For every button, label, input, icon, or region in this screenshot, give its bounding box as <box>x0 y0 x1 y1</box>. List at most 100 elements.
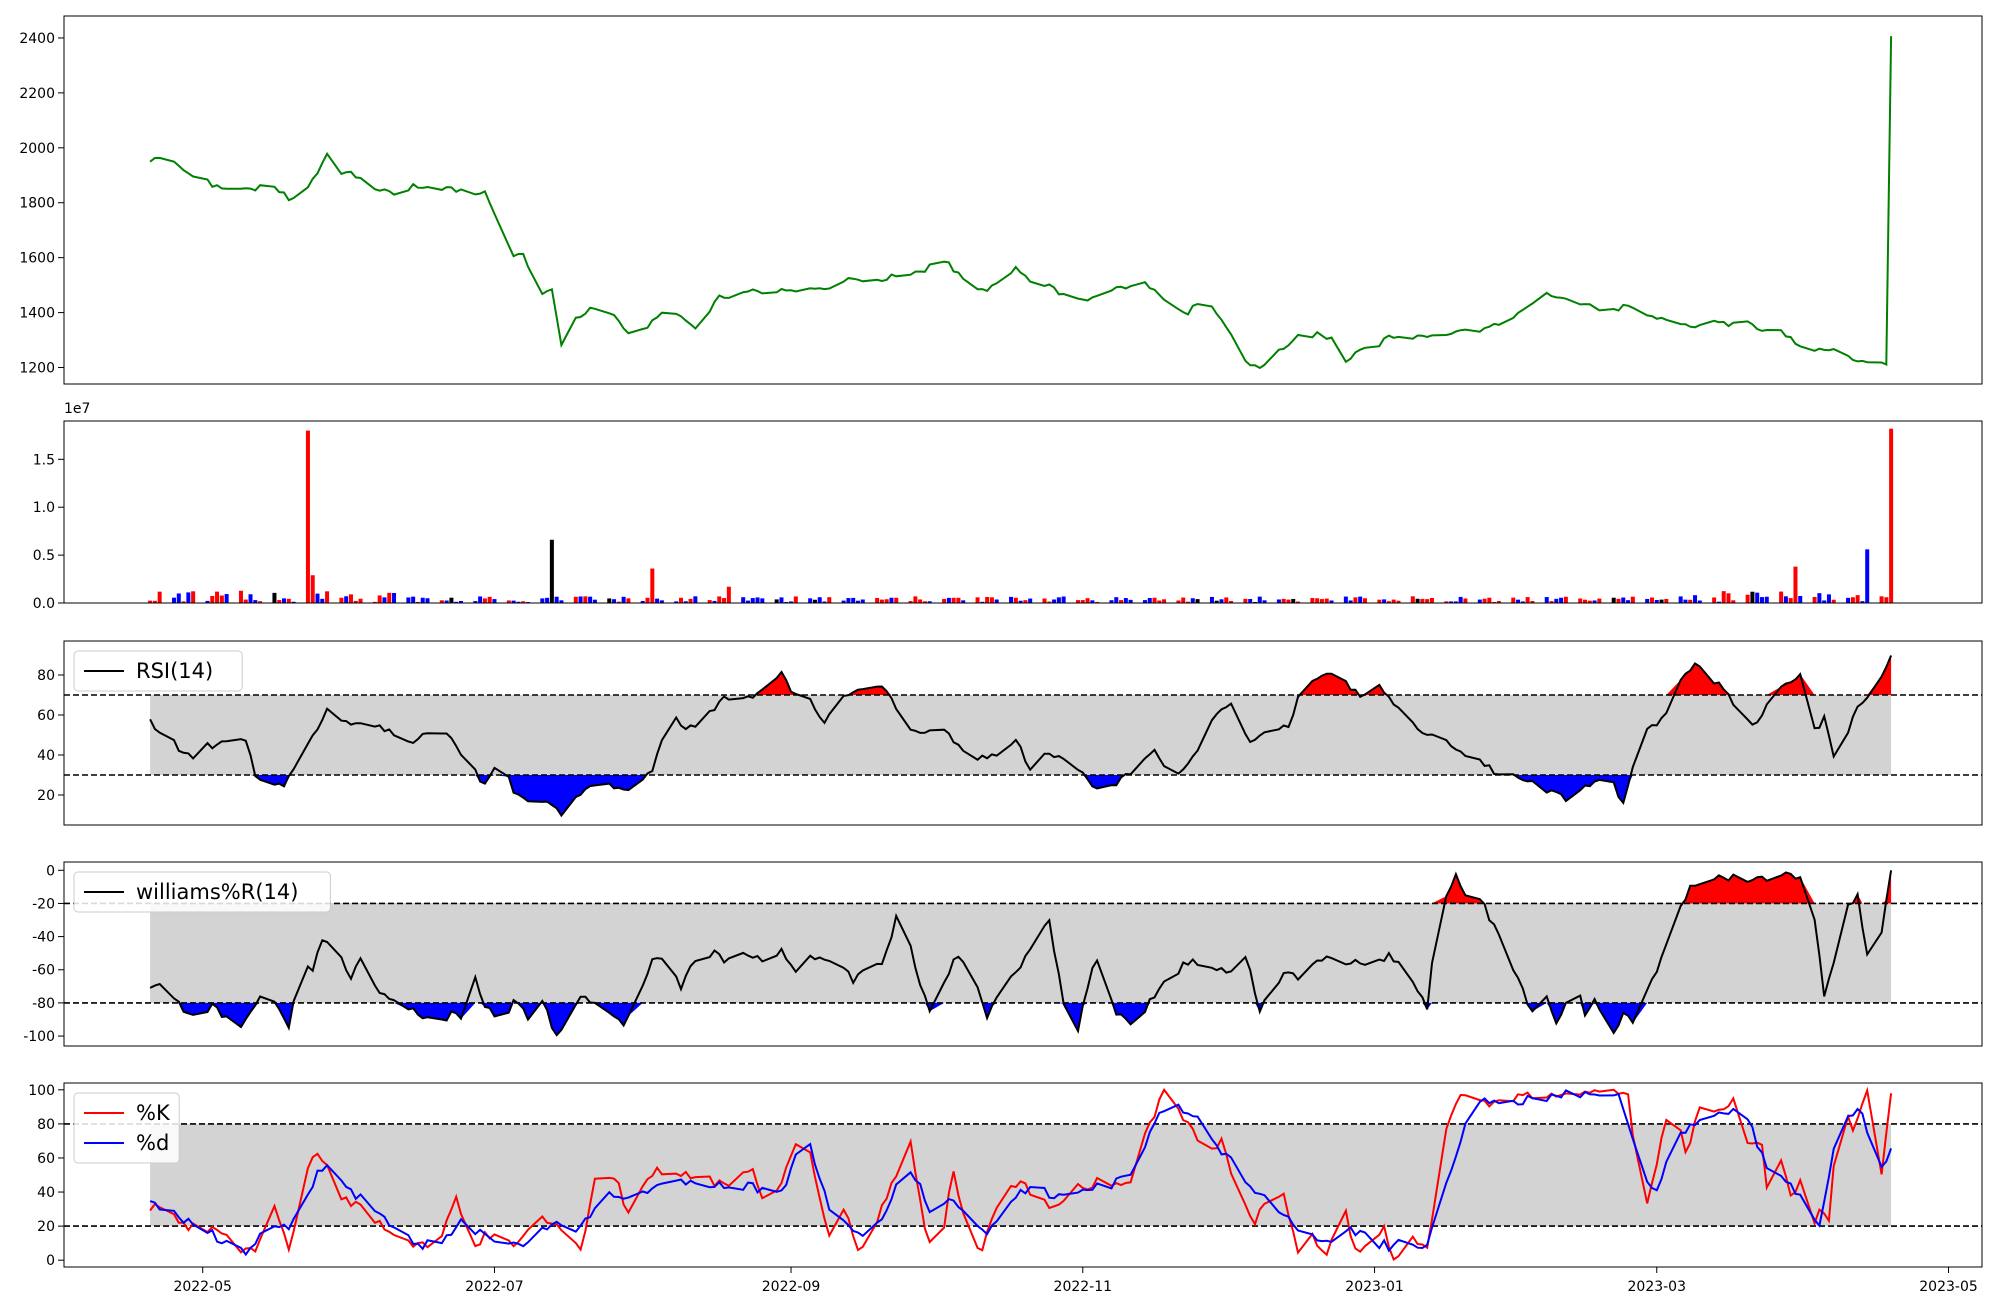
volume-bar <box>1750 591 1755 603</box>
volume-bar <box>655 598 660 603</box>
volume-bar <box>439 600 444 603</box>
volume-bar <box>291 601 296 603</box>
volume-bar <box>1482 598 1487 603</box>
volume-bar <box>482 598 487 603</box>
volume-bar <box>219 595 224 603</box>
volume-bar <box>243 599 248 603</box>
price-ytick-label: 1200 <box>19 361 55 377</box>
volume-bar <box>540 598 545 603</box>
volume-bar <box>712 600 717 603</box>
volume-bar <box>205 600 210 603</box>
volume-bar <box>1090 600 1095 603</box>
volume-bar <box>1415 598 1420 603</box>
rsi-overbought-fill <box>150 655 1892 695</box>
volume-bar <box>478 596 483 603</box>
volume-bar <box>1822 600 1827 603</box>
stochastic-neutral-band <box>150 1123 1892 1227</box>
volume-bar <box>511 600 516 603</box>
stochastic-ytick-label: 100 <box>28 1083 55 1099</box>
volume-bar <box>760 598 765 603</box>
williams-ytick-label: 0 <box>46 863 55 879</box>
volume-bar <box>1195 599 1200 603</box>
rsi-legend-label: RSI(14) <box>136 659 213 683</box>
volume-bar <box>951 597 956 603</box>
volume-bar <box>1511 597 1516 603</box>
volume-bar <box>186 592 191 603</box>
volume-bar <box>1013 597 1018 603</box>
volume-bar <box>1391 599 1396 603</box>
volume-bar <box>444 600 449 603</box>
volume-bar <box>851 597 856 603</box>
volume-bar <box>1764 596 1769 603</box>
stochastic-legend <box>73 1092 180 1164</box>
volume-bar <box>875 598 880 603</box>
volume-bar <box>1181 597 1186 603</box>
volume-bar <box>946 597 951 603</box>
rsi-line <box>149 655 1893 818</box>
volume-bar <box>545 597 550 603</box>
volume-bar <box>1611 597 1616 603</box>
x-tick-label: 2022-09 <box>762 1279 821 1295</box>
volume-bar <box>1516 599 1521 603</box>
volume-bar <box>621 596 626 603</box>
volume-bar <box>1783 596 1788 603</box>
williams-ytick-label: -60 <box>32 963 55 979</box>
volume-bar <box>549 539 554 603</box>
volume-bar <box>1052 599 1057 603</box>
volume-bar <box>645 597 650 603</box>
volume-bar <box>1520 601 1525 603</box>
volume-bar <box>1578 598 1583 603</box>
volume-bar <box>1559 597 1564 603</box>
volume-bar <box>1209 596 1214 603</box>
volume-bar <box>253 600 258 603</box>
volume-bar <box>616 601 621 603</box>
rsi-ytick-label: 20 <box>37 788 55 804</box>
volume-bar <box>841 600 846 603</box>
volume-bar <box>415 601 420 603</box>
volume-bar <box>1224 597 1229 603</box>
volume-bar <box>1056 597 1061 603</box>
volume-bar <box>578 596 583 603</box>
volume-bar <box>1798 595 1803 603</box>
volume-bar <box>1061 596 1066 603</box>
volume-bar <box>315 593 320 603</box>
price-ytick-label: 2400 <box>19 31 55 47</box>
volume-bar <box>1042 598 1047 603</box>
volume-bar <box>1444 601 1449 603</box>
x-tick-label: 2022-05 <box>173 1279 232 1295</box>
stochastic-ytick-label: 40 <box>37 1185 55 1201</box>
volume-bar <box>1793 566 1798 603</box>
stochastic-panel: 0 20 40 60 80 100 %K %d <box>28 1082 1983 1269</box>
volume-bar <box>1831 599 1836 603</box>
volume-bar <box>258 601 263 603</box>
volume-bar <box>406 597 411 603</box>
volume-bar <box>894 597 899 603</box>
volume-bar <box>305 430 310 603</box>
volume-bar <box>722 598 727 603</box>
volume-bar <box>1142 600 1147 603</box>
volume-bar <box>879 599 884 603</box>
volume-bar <box>411 596 416 603</box>
volume-bar <box>1788 598 1793 603</box>
volume-bar <box>325 591 330 603</box>
x-tick-label: 2023-05 <box>1919 1279 1978 1295</box>
volume-bar <box>1654 599 1659 603</box>
volume-bar <box>989 597 994 603</box>
volume-bar <box>348 594 353 603</box>
volume-bar <box>1286 599 1291 603</box>
volume-frame <box>63 420 1983 604</box>
volume-bar <box>1095 601 1100 603</box>
volume-bar <box>1626 600 1631 603</box>
volume-bar <box>683 601 688 603</box>
volume-bar <box>1386 601 1391 603</box>
volume-bar <box>640 600 645 603</box>
volume-bar <box>1688 599 1693 603</box>
volume-bar <box>1018 600 1023 603</box>
volume-bar <box>382 597 387 603</box>
volume-bar <box>1358 596 1363 603</box>
volume-bar <box>277 600 282 603</box>
volume-bar <box>387 592 392 603</box>
volume-bar <box>1114 597 1119 603</box>
volume-bar <box>626 598 631 603</box>
volume-bar <box>1119 600 1124 603</box>
